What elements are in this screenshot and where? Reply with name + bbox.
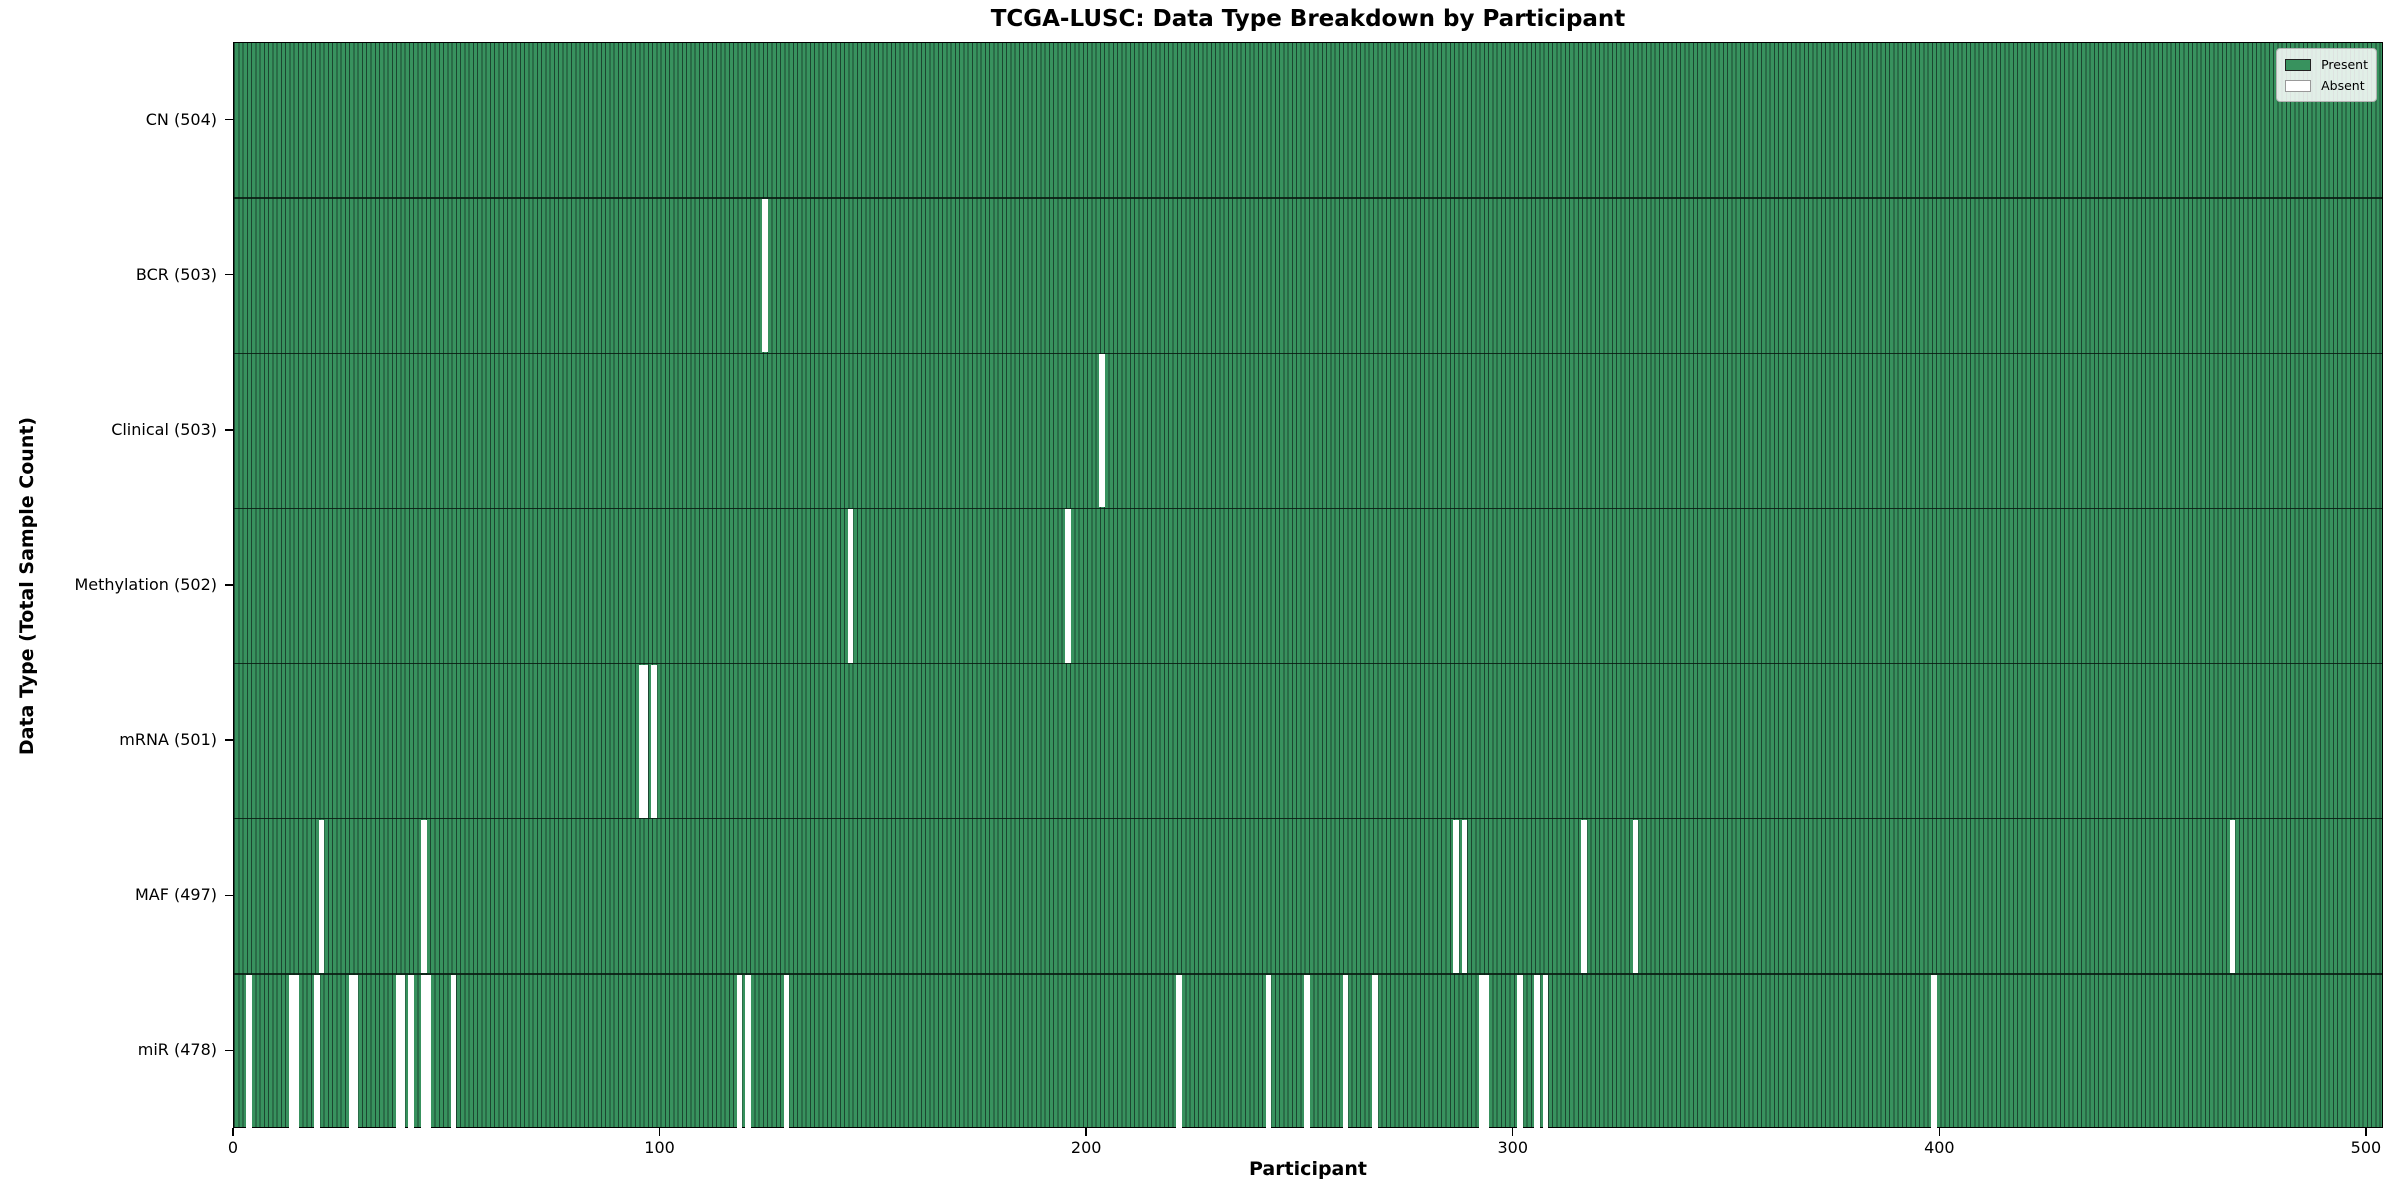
absent-gap-MAF-20 <box>318 819 325 973</box>
absent-gap-miR-221 <box>1176 974 1182 1128</box>
row-separator <box>234 352 2382 354</box>
x-tick-label: 200 <box>1070 1138 1102 1157</box>
absent-gap-Methylation-144 <box>847 509 854 663</box>
y-tick-label: Clinical (503) <box>111 419 217 439</box>
legend-label-absent: Absent <box>2321 78 2365 93</box>
absent-gap-miR-293 <box>1483 974 1489 1128</box>
absent-gap-mRNA-95 <box>638 664 645 818</box>
absent-gap-miR-242 <box>1265 974 1272 1128</box>
absent-gap-miR-27 <box>348 974 355 1128</box>
absent-gap-miR-19 <box>314 974 320 1128</box>
y-tick-mark <box>225 429 233 431</box>
y-tick-label: MAF (497) <box>134 885 217 905</box>
x-tick-label: 100 <box>644 1138 675 1157</box>
absent-gap-Methylation-195 <box>1065 509 1071 663</box>
y-tick-mark <box>225 584 233 586</box>
y-tick-mark <box>225 1049 233 1052</box>
absent-gap-miR-118 <box>736 974 743 1128</box>
absent-gap-miR-120 <box>745 974 751 1128</box>
x-tick-mark <box>1512 1128 1514 1136</box>
absent-gap-miR-129 <box>783 974 790 1128</box>
absent-gap-miR-301 <box>1517 974 1523 1128</box>
legend-swatch-absent-icon <box>2285 79 2312 92</box>
absent-gap-MAF-316 <box>1581 819 1587 973</box>
absent-gap-miR-260 <box>1342 974 1348 1128</box>
legend-label-present: Present <box>2321 57 2368 72</box>
plot-area: Present Absent <box>233 42 2383 1128</box>
row-separator <box>234 973 2382 975</box>
x-tick-label: 400 <box>1924 1138 1955 1157</box>
absent-gap-mRNA-96 <box>642 664 649 818</box>
absent-gap-miR-14 <box>293 974 299 1128</box>
y-tick-mark <box>225 274 233 276</box>
x-tick-mark <box>2365 1128 2367 1136</box>
absent-gap-MAF-468 <box>2229 819 2236 973</box>
x-axis-label: Participant <box>1248 1158 1367 1180</box>
absent-gap-MAF-328 <box>1632 819 1639 973</box>
row-separator <box>234 197 2382 199</box>
x-tick-mark <box>1085 1128 1087 1136</box>
y-tick-label: miR (478) <box>137 1040 217 1060</box>
absent-gap-miR-38 <box>395 974 401 1128</box>
x-tick-mark <box>1938 1128 1941 1136</box>
absent-gap-miR-292 <box>1479 974 1485 1128</box>
row-separator <box>234 818 2382 820</box>
absent-gap-MAF-286 <box>1453 819 1459 973</box>
y-tick-mark <box>225 739 233 741</box>
chart-title: TCGA-LUSC: Data Type Breakdown by Partic… <box>990 6 1626 32</box>
absent-gap-miR-3 <box>246 974 252 1128</box>
x-tick-mark <box>658 1128 661 1136</box>
x-tick-mark <box>232 1128 234 1136</box>
legend-item-present: Present <box>2285 54 2368 75</box>
row-separator <box>234 507 2382 510</box>
absent-gap-BCR-124 <box>762 199 768 353</box>
y-tick-mark <box>225 118 233 121</box>
absent-gap-miR-28 <box>352 974 359 1128</box>
absent-gap-miR-251 <box>1304 974 1310 1128</box>
legend-item-absent: Absent <box>2285 75 2368 96</box>
absent-gap-miR-13 <box>288 974 295 1128</box>
y-tick-label: CN (504) <box>145 109 217 129</box>
y-tick-mark <box>225 894 233 896</box>
row-separator <box>234 662 2382 665</box>
x-tick-label: 0 <box>227 1138 239 1157</box>
y-tick-label: Methylation (502) <box>74 575 217 594</box>
y-tick-label: mRNA (501) <box>119 730 217 750</box>
absent-gap-Clinical-203 <box>1099 354 1105 508</box>
absent-gap-miR-267 <box>1372 974 1378 1128</box>
x-tick-label: 300 <box>1497 1138 1529 1157</box>
absent-gap-miR-41 <box>408 974 414 1128</box>
absent-gap-miR-307 <box>1543 974 1549 1128</box>
x-tick-label: 500 <box>2350 1138 2382 1157</box>
absent-gap-miR-398 <box>1931 974 1937 1128</box>
absent-gap-MAF-288 <box>1461 819 1468 973</box>
absent-gap-miR-51 <box>450 974 457 1128</box>
absent-gap-miR-44 <box>421 974 427 1128</box>
absent-gap-miR-305 <box>1534 974 1540 1128</box>
absent-gap-miR-45 <box>425 974 431 1128</box>
legend-swatch-present-icon <box>2285 58 2312 71</box>
legend: Present Absent <box>2276 48 2377 102</box>
absent-gap-MAF-44 <box>421 819 427 973</box>
y-tick-label: BCR (503) <box>135 264 217 284</box>
absent-gap-mRNA-98 <box>651 664 657 818</box>
absent-gap-miR-39 <box>399 974 406 1128</box>
